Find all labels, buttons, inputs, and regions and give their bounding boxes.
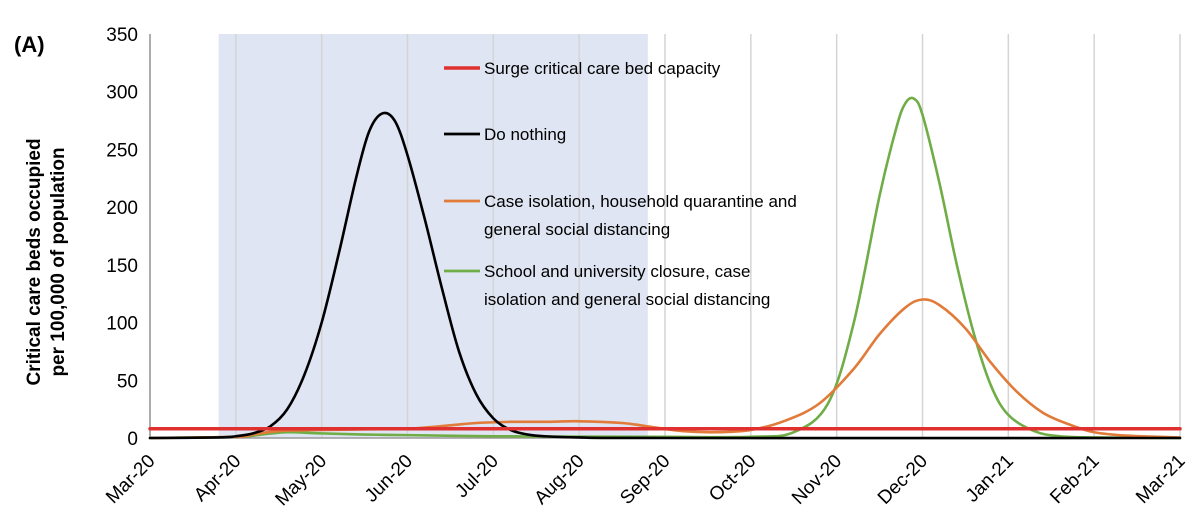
series-layer	[148, 96, 1182, 440]
y-tick-label-100: 100	[106, 314, 138, 335]
shaded-region-layer	[218, 34, 648, 438]
y-tick-label-350: 350	[106, 25, 138, 46]
shaded-region	[218, 34, 648, 438]
panel-label: (A)	[14, 32, 45, 57]
legend-do-nothing-label: Do nothing	[484, 125, 566, 144]
y-tick-label-200: 200	[106, 198, 138, 219]
legend-layer: Surge critical care bed capacity Do nothi…	[444, 59, 797, 309]
y-tick-label-150: 150	[106, 256, 138, 277]
y-tick-label-50: 50	[117, 371, 138, 392]
series-line-do-nothing	[148, 111, 1182, 440]
series-line-school-and-university-closure-case-isolation-and-general-social-distancing	[148, 96, 1182, 440]
y-tick-label-0: 0	[127, 429, 138, 450]
y-tick-label-250: 250	[106, 140, 138, 161]
y-tick-label-300: 300	[106, 83, 138, 104]
y-axis-label-line-1: Critical care beds occupied	[24, 138, 45, 385]
legend-school-and-university-closure-case-isola-label: School and university closure, case isola…	[484, 262, 770, 309]
legend-case-isolation-household-quarantine-and--label: Case isolation, household quarantine and…	[484, 192, 797, 239]
grid-layer	[149, 34, 1181, 438]
y-axis-label-line-2: per 100,000 of population	[48, 147, 69, 376]
legend-surge-critical-care-bed-capacity-label: Surge critical care bed capacity	[484, 59, 721, 78]
